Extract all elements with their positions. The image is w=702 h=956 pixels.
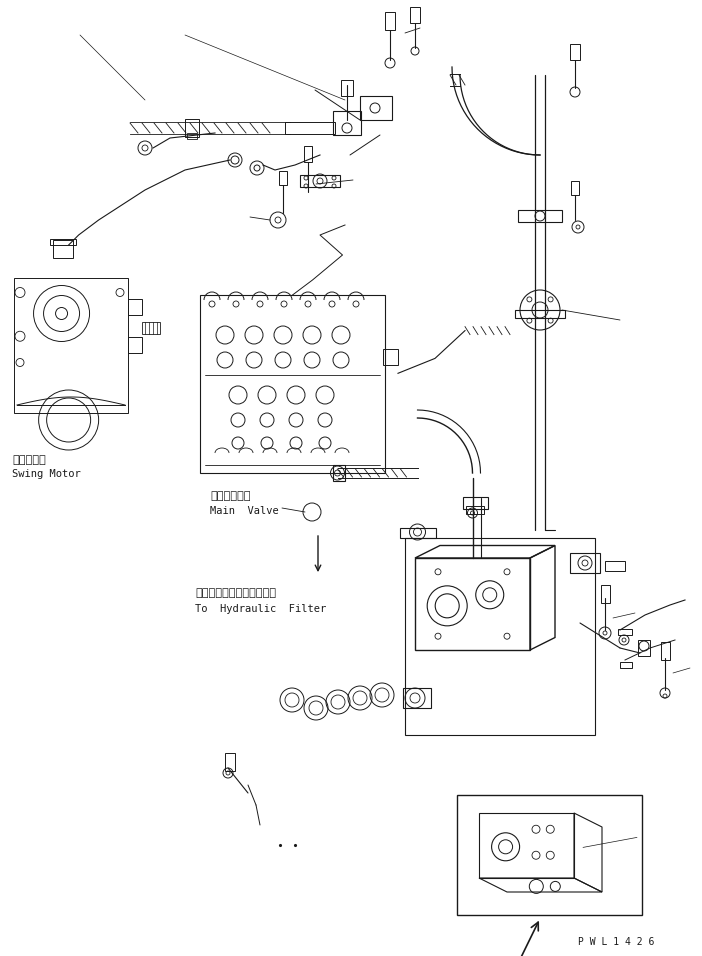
Bar bbox=[410, 7, 420, 23]
Bar bbox=[14, 278, 128, 413]
Bar bbox=[479, 813, 574, 878]
Text: To  Hydraulic  Filter: To Hydraulic Filter bbox=[195, 604, 326, 614]
Bar bbox=[570, 553, 600, 573]
Bar bbox=[279, 171, 287, 185]
Bar bbox=[385, 12, 395, 30]
Text: Swing Motor: Swing Motor bbox=[12, 469, 81, 479]
Text: P W L 1 4 2 6: P W L 1 4 2 6 bbox=[578, 937, 654, 947]
Bar bbox=[51, 239, 77, 245]
Bar bbox=[518, 210, 562, 222]
Bar bbox=[341, 80, 353, 96]
Text: ハイドロリックフィルタヘ: ハイドロリックフィルタヘ bbox=[195, 588, 276, 598]
Bar bbox=[360, 96, 392, 120]
Text: メインバルブ: メインバルブ bbox=[210, 491, 251, 501]
Bar bbox=[571, 181, 579, 195]
Bar bbox=[415, 558, 530, 650]
Bar bbox=[185, 119, 199, 137]
Bar bbox=[463, 497, 487, 509]
Bar bbox=[333, 111, 361, 135]
Bar bbox=[128, 298, 142, 315]
Bar bbox=[187, 133, 197, 139]
Bar bbox=[285, 122, 335, 134]
Bar bbox=[200, 295, 385, 473]
Bar bbox=[403, 688, 431, 708]
Bar bbox=[405, 538, 595, 735]
Bar bbox=[570, 44, 580, 60]
Bar bbox=[620, 662, 632, 668]
Bar bbox=[333, 465, 345, 481]
Bar bbox=[399, 528, 435, 538]
Bar bbox=[661, 642, 670, 660]
Bar bbox=[515, 310, 565, 318]
Bar bbox=[601, 585, 610, 603]
Bar bbox=[638, 640, 650, 656]
Bar bbox=[304, 146, 312, 162]
Bar bbox=[605, 561, 625, 571]
Bar bbox=[128, 337, 142, 353]
Bar bbox=[225, 753, 235, 771]
Bar bbox=[457, 795, 642, 915]
Bar bbox=[53, 240, 73, 258]
Bar bbox=[142, 321, 160, 334]
Bar bbox=[618, 629, 632, 635]
Bar bbox=[300, 175, 340, 187]
Bar bbox=[465, 506, 484, 514]
Text: 旋回モータ: 旋回モータ bbox=[12, 455, 46, 465]
Text: Main  Valve: Main Valve bbox=[210, 506, 279, 516]
Bar bbox=[383, 349, 398, 365]
